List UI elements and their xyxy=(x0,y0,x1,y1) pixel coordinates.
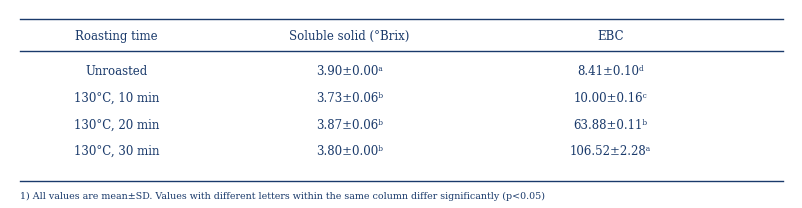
Text: 130°C, 20 min: 130°C, 20 min xyxy=(74,119,159,131)
Text: 3.90±0.00ᵃ: 3.90±0.00ᵃ xyxy=(315,65,383,78)
Text: Roasting time: Roasting time xyxy=(75,30,157,43)
Text: EBC: EBC xyxy=(596,30,623,43)
Text: 3.73±0.06ᵇ: 3.73±0.06ᵇ xyxy=(315,92,383,105)
Text: Unroasted: Unroasted xyxy=(85,65,148,78)
Text: 8.41±0.10ᵈ: 8.41±0.10ᵈ xyxy=(576,65,643,78)
Text: 63.88±0.11ᵇ: 63.88±0.11ᵇ xyxy=(573,119,646,131)
Text: 3.87±0.06ᵇ: 3.87±0.06ᵇ xyxy=(315,119,383,131)
Text: Soluble solid (°Brix): Soluble solid (°Brix) xyxy=(289,30,409,43)
Text: 3.80±0.00ᵇ: 3.80±0.00ᵇ xyxy=(315,145,383,158)
Text: 1) All values are mean±SD. Values with different letters within the same column : 1) All values are mean±SD. Values with d… xyxy=(20,192,545,201)
Text: 130°C, 10 min: 130°C, 10 min xyxy=(74,92,159,105)
Text: 106.52±2.28ᵃ: 106.52±2.28ᵃ xyxy=(569,145,650,158)
Text: 10.00±0.16ᶜ: 10.00±0.16ᶜ xyxy=(573,92,646,105)
Text: 130°C, 30 min: 130°C, 30 min xyxy=(74,145,159,158)
